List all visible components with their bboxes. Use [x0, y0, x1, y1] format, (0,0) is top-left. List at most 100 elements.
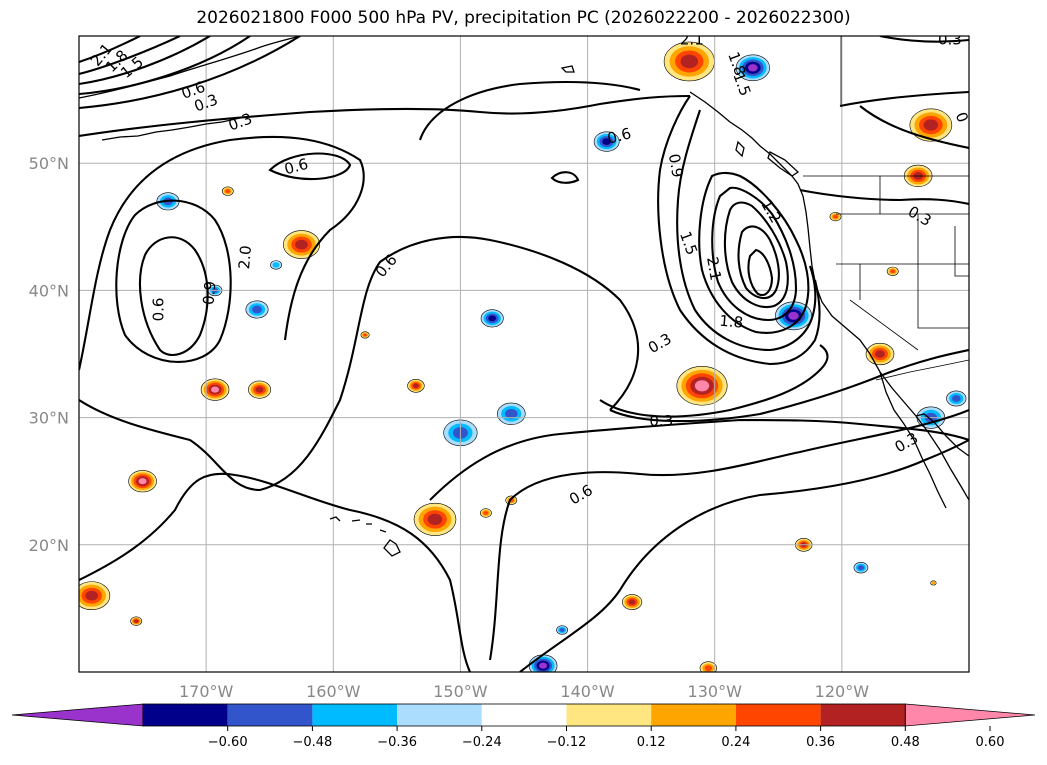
precip-level-fill — [559, 628, 565, 632]
pv-contour-alaska-3 — [79, 36, 211, 86]
colorbar-segment — [227, 704, 313, 726]
colorbar-extend-low — [11, 703, 144, 727]
plot-title: 2026021800 F000 500 hPa PV, precipitatio… — [196, 8, 851, 28]
dry-anomaly-blob — [480, 309, 504, 328]
colorbar-segment — [651, 704, 736, 726]
wet-anomaly-blob — [360, 331, 370, 339]
colorbar-tick-label: 0.60 — [976, 735, 1005, 750]
dry-anomaly-blob — [270, 260, 282, 270]
dry-anomaly-blob — [946, 390, 967, 407]
map-background — [79, 36, 969, 672]
wet-anomaly-blob — [930, 580, 937, 586]
colorbar-segment — [735, 704, 821, 726]
colorbar-segment — [820, 704, 906, 726]
precip-level-fill — [483, 511, 489, 515]
dry-anomaly-blob — [245, 300, 269, 319]
pv-contour-2-1 — [737, 225, 780, 300]
pv-contour-0-3-east — [519, 439, 969, 672]
pv-contour-1-8 — [723, 201, 789, 308]
colorbar-segment — [566, 704, 652, 726]
pv-contour-0-3-northeast — [799, 188, 969, 206]
precip-level-fill — [704, 665, 713, 672]
wet-anomaly-blob — [676, 366, 728, 406]
wet-anomaly-blob — [79, 581, 111, 611]
pv-contour-2-4 — [747, 248, 774, 297]
pv-contour-0-6-south — [429, 418, 969, 501]
precip-level-fill — [138, 478, 147, 485]
precip-level-fill — [857, 565, 865, 571]
colorbar-tick-label: 0.48 — [891, 735, 920, 750]
pv-contour-0-3-small-loop — [268, 152, 352, 181]
pv-contour-alaska-1 — [79, 36, 141, 63]
precip-level-fill — [211, 386, 220, 393]
lon-tick-label: 140°W — [560, 682, 615, 701]
contour-label: 1.8 — [719, 312, 744, 332]
precip-level-fill — [363, 333, 367, 337]
contour-label: 0.6 — [282, 155, 310, 179]
political-borders — [803, 36, 969, 381]
lat-tick-label: 20°N — [29, 536, 69, 555]
precip-level-fill — [951, 395, 961, 402]
dry-anomaly-blob — [853, 561, 869, 574]
haida-gwaii — [735, 140, 745, 158]
precip-level-fill — [134, 619, 139, 623]
pv-contour-alaska-4 — [79, 36, 251, 96]
precip-level-fill — [788, 311, 799, 320]
state-borders — [836, 176, 969, 351]
colorbar-tick-label: −0.36 — [377, 735, 417, 750]
contour-label: 0.6 — [605, 124, 633, 148]
pv-contour-0-6-lower — [79, 472, 471, 672]
pv-contour-0-6-north-east — [839, 90, 969, 108]
precip-level-fill — [272, 262, 280, 268]
wet-anomaly-blob — [699, 661, 718, 672]
colorbar-frame — [142, 703, 906, 727]
wet-anomaly-blob — [479, 508, 492, 518]
pv-contour-small-loop-2 — [550, 171, 580, 184]
contour-label: 0.3 — [938, 30, 962, 48]
precip-level-fill — [680, 54, 699, 69]
wet-anomaly-blob — [200, 378, 230, 401]
wet-anomaly-blob — [505, 495, 518, 505]
wet-anomaly-blob — [413, 502, 457, 536]
colorbar-segment — [481, 704, 567, 726]
contour-label: 2.1 — [703, 255, 725, 282]
aleutian-chain — [101, 117, 241, 141]
colorbar-tick-label: −0.12 — [547, 735, 587, 750]
gulf-california-coast — [915, 413, 969, 457]
pv-contour-0-6-ridge — [599, 344, 829, 418]
pv-contour-0-3-north — [79, 94, 691, 138]
lat-tick-label: 30°N — [29, 409, 69, 428]
pv-contour-0-6-northeast-lower — [859, 105, 969, 150]
colorbar-extend-high — [904, 703, 1036, 727]
lon-tick-label: 130°W — [688, 682, 743, 701]
contour-label: 2.1 — [680, 30, 704, 48]
wet-anomaly-blob — [130, 616, 143, 626]
pv-contour-1-2 — [698, 171, 810, 334]
colorbar-tick-label: 0.12 — [637, 735, 666, 750]
contour-label: 2.0 — [235, 245, 255, 270]
lon-tick-label: 160°W — [306, 682, 361, 701]
pv-contour-alaska-2 — [79, 36, 181, 76]
pv-contour-0-6-trough-west — [657, 95, 821, 366]
precip-level-fill — [255, 386, 264, 393]
precip-level-fill — [602, 138, 612, 145]
lon-tick-label: 150°W — [433, 682, 488, 701]
precip-level-fill — [931, 581, 936, 585]
lat-tick-label: 40°N — [29, 281, 69, 300]
dry-anomaly-blob — [528, 654, 558, 672]
precip-level-fill — [923, 119, 939, 131]
mexico-border — [875, 359, 969, 381]
dry-anomaly-blob — [775, 301, 813, 331]
colorbar-segment — [143, 704, 228, 726]
precip-level-fill — [694, 380, 710, 392]
precip-level-fill — [875, 350, 885, 358]
pv-contour-0-6-bulge — [419, 80, 641, 141]
precip-level-fill — [806, 20, 813, 26]
lon-tick-label: 120°W — [815, 682, 870, 701]
precip-level-fill — [802, 17, 819, 30]
wet-anomaly-blob — [407, 379, 425, 393]
pv-contour-0-6-center — [79, 235, 640, 492]
lat-tick-label: 50°N — [29, 154, 69, 173]
gridlines — [79, 36, 969, 672]
